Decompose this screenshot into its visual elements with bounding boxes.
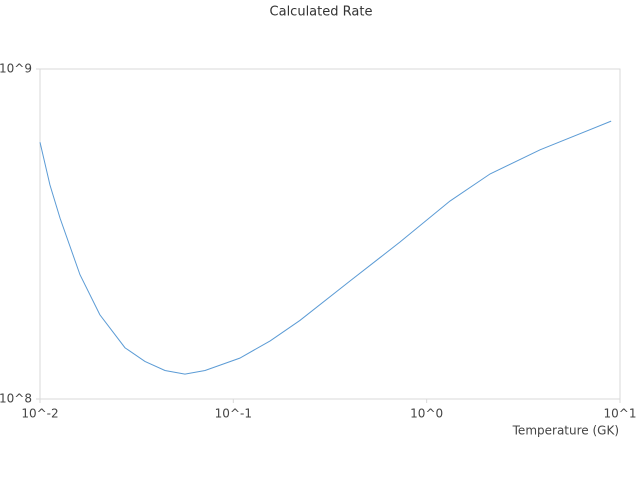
x-axis-label: Temperature (GK) (512, 424, 619, 438)
plot-area (39, 68, 621, 400)
y-tick-label: 10^8 (0, 392, 32, 406)
chart-title: Calculated Rate (270, 5, 373, 20)
x-tick-label: 10^0 (410, 407, 443, 421)
x-tick-label: 10^-2 (21, 407, 58, 421)
x-tick-label: 10^1 (604, 407, 637, 421)
line-series (39, 120, 612, 375)
x-tick-label: 10^-1 (215, 407, 252, 421)
y-tick-label: 10^9 (0, 62, 32, 76)
